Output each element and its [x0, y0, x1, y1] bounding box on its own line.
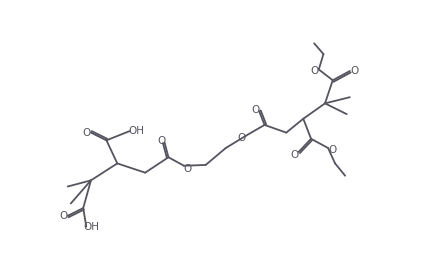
Text: O: O	[184, 164, 192, 174]
Text: O: O	[291, 150, 299, 160]
Text: O: O	[237, 133, 246, 143]
Text: O: O	[329, 144, 337, 154]
Text: O: O	[82, 128, 90, 138]
Text: O: O	[310, 66, 318, 76]
Text: OH: OH	[128, 126, 144, 136]
Text: O: O	[157, 136, 166, 146]
Text: O: O	[59, 211, 67, 221]
Text: OH: OH	[83, 222, 99, 231]
Text: O: O	[251, 105, 259, 115]
Text: O: O	[350, 66, 359, 76]
